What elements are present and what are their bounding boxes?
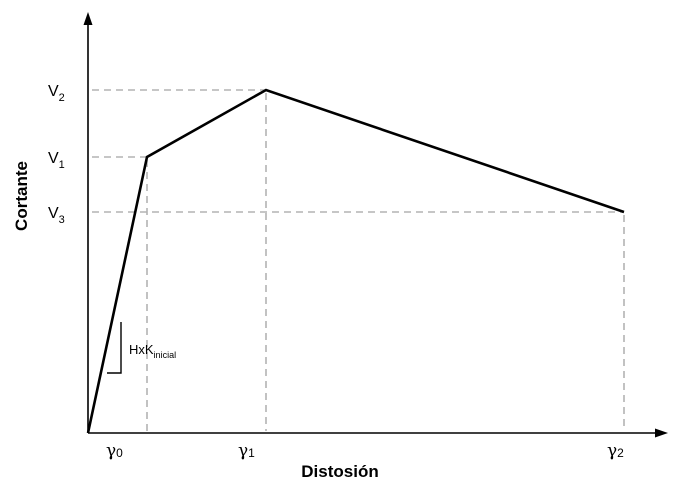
shear-distortion-curve xyxy=(86,88,625,434)
x-axis-arrowhead xyxy=(655,428,668,438)
gamma1-subscript: 1 xyxy=(248,446,255,460)
v2-subscript: 2 xyxy=(59,92,65,104)
gamma0-symbol: γ xyxy=(106,441,116,461)
v1-symbol: V xyxy=(48,150,59,167)
y-level-label-v1: V1 xyxy=(48,150,65,171)
y-axis-arrowhead xyxy=(83,12,93,25)
slope-label: HxKinicial xyxy=(129,342,176,360)
gamma0-subscript: 0 xyxy=(116,446,123,460)
slope-label-subscript: inicial xyxy=(154,350,177,360)
y-axis-title: Cortante xyxy=(12,161,31,231)
x-axis-title: Distosión xyxy=(301,462,378,481)
gamma2-subscript: 2 xyxy=(617,446,624,460)
v1-subscript: 1 xyxy=(59,159,65,171)
gamma1-symbol: γ xyxy=(238,441,248,461)
y-level-label-v3: V3 xyxy=(48,205,65,226)
v2-symbol: V xyxy=(48,83,59,100)
axes xyxy=(83,12,668,438)
gamma2-symbol: γ xyxy=(607,441,617,461)
x-level-label-gamma1: γ1 xyxy=(238,441,255,461)
initial-slope-marker xyxy=(107,322,122,374)
v3-symbol: V xyxy=(48,205,59,222)
x-level-label-gamma2: γ2 xyxy=(607,441,624,461)
y-level-label-v2: V2 xyxy=(48,83,65,104)
guide-lines xyxy=(92,89,625,431)
x-level-label-gamma0: γ0 xyxy=(106,441,123,461)
slope-label-main: HxK xyxy=(129,342,154,357)
v3-subscript: 3 xyxy=(59,214,65,226)
